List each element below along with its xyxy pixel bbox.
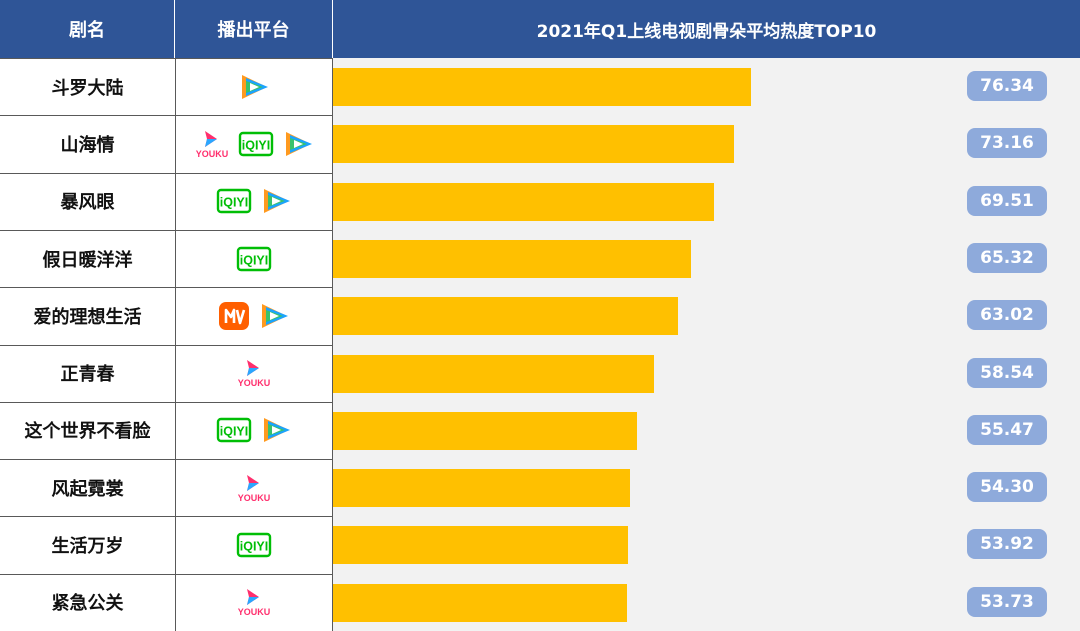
bar-斗罗大陆: [333, 68, 751, 106]
tencent-video-icon: [281, 129, 315, 159]
svg-text:YOUKU: YOUKU: [238, 607, 271, 617]
header-drama-name: 剧名: [0, 0, 175, 58]
value-label: 76.34: [967, 71, 1047, 101]
bar-生活万岁: [333, 526, 628, 565]
row-divider: [0, 173, 333, 174]
row-divider: [0, 287, 333, 288]
row-divider: [0, 574, 333, 575]
platform-cell: [175, 287, 333, 344]
iqiyi-icon: iQIYI: [238, 130, 274, 158]
row-divider: [0, 402, 333, 403]
platform-cell: YOUKU iQIYI: [175, 115, 333, 172]
svg-text:YOUKU: YOUKU: [238, 493, 271, 503]
svg-text:YOUKU: YOUKU: [238, 378, 271, 388]
platform-cell: YOUKU: [175, 459, 333, 516]
tencent-video-icon: [237, 72, 271, 102]
drama-name: 假日暖洋洋: [42, 249, 133, 271]
value-label: 53.73: [967, 586, 1047, 617]
drama-name: 斗罗大陆: [51, 77, 124, 99]
bar-这个世界不看脸: [333, 411, 637, 450]
platform-cell: YOUKU: [175, 574, 333, 631]
chart-title: 2021年Q1上线电视剧骨朵平均热度TOP10: [333, 0, 1080, 58]
value-label: 58.54: [967, 357, 1047, 388]
value-label: 53.92: [967, 529, 1047, 560]
svg-text:iQIYI: iQIYI: [219, 196, 247, 210]
youku-icon: YOUKU: [235, 473, 273, 503]
bar-紧急公关: [333, 583, 627, 622]
bar-风起霓裳: [333, 469, 630, 508]
drama-name: 暴风眼: [60, 192, 115, 214]
drama-name: 正青春: [60, 364, 115, 386]
tencent-video-icon: [259, 415, 293, 445]
tencent-video-icon: [257, 301, 291, 331]
value-label: 69.51: [967, 185, 1047, 216]
row-divider: [0, 230, 333, 231]
iqiyi-icon: iQIYI: [236, 245, 272, 273]
column-divider-name: [175, 58, 176, 631]
platform-cell: iQIYI: [175, 173, 333, 230]
youku-icon: YOUKU: [235, 587, 273, 617]
iqiyi-icon: iQIYI: [216, 416, 252, 444]
platform-cell: [175, 58, 333, 115]
value-label: 73.16: [967, 128, 1047, 159]
youku-icon: YOUKU: [193, 129, 231, 159]
row-divider: [0, 58, 333, 59]
drama-name: 这个世界不看脸: [24, 421, 151, 443]
row-divider: [0, 459, 333, 460]
drama-name: 生活万岁: [51, 536, 124, 558]
drama-name: 爱的理想生活: [33, 306, 142, 328]
value-label: 63.02: [967, 300, 1047, 331]
row-divider: [0, 345, 333, 346]
tencent-video-icon: [259, 186, 293, 216]
svg-text:iQIYI: iQIYI: [240, 540, 268, 554]
svg-text:iQIYI: iQIYI: [240, 253, 268, 267]
platform-cell: iQIYI: [175, 230, 333, 287]
platform-cell: YOUKU: [175, 345, 333, 402]
svg-text:iQIYI: iQIYI: [219, 425, 247, 439]
platform-cell: iQIYI: [175, 516, 333, 573]
column-divider-platform: [332, 58, 333, 631]
bar-暴风眼: [333, 182, 714, 221]
row-divider: [0, 115, 333, 116]
value-label: 65.32: [967, 242, 1047, 273]
iqiyi-icon: iQIYI: [216, 187, 252, 215]
drama-name: 风起霓裳: [51, 478, 124, 500]
svg-text:iQIYI: iQIYI: [242, 138, 270, 152]
row-divider: [0, 516, 333, 517]
value-label: 54.30: [967, 472, 1047, 503]
platform-cell: iQIYI: [175, 402, 333, 459]
svg-text:YOUKU: YOUKU: [196, 149, 229, 159]
iqiyi-icon: iQIYI: [236, 531, 272, 559]
bar-正青春: [333, 354, 654, 393]
youku-icon: YOUKU: [235, 358, 273, 388]
bar-山海情: [333, 125, 734, 164]
bar-爱的理想生活: [333, 297, 678, 336]
drama-name: 山海情: [60, 134, 115, 156]
drama-name: 紧急公关: [51, 593, 124, 615]
bar-假日暖洋洋: [333, 239, 691, 278]
value-label: 55.47: [967, 414, 1047, 445]
header-platform: 播出平台: [175, 0, 333, 58]
mango-tv-icon: [218, 301, 250, 331]
